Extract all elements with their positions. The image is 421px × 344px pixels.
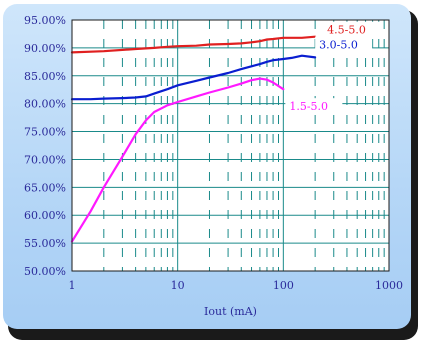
plot-area — [72, 20, 389, 271]
tick-labels: 95.00% 90.00% 85.00% 80.00% 75.00% 70.00% 65.0… — [24, 14, 403, 292]
x-tick-label: 10 — [171, 279, 185, 292]
series-line-3.0-5.0 — [70, 54, 317, 101]
y-tick-label: 65.00% — [24, 181, 66, 194]
series-label-bg — [315, 36, 373, 53]
series-line-4.5-5.0 — [70, 35, 317, 54]
series-lines — [70, 35, 317, 243]
y-tick-label: 55.00% — [24, 237, 66, 250]
y-tick-label: 80.00% — [24, 98, 66, 111]
series-label-bg — [323, 21, 381, 38]
series-labels: 4.5-5.03.0-5.0 1.5-5.0 — [285, 21, 381, 115]
series-label-1.5-5.0: 1.5-5.0 — [289, 100, 328, 113]
y-tick-label: 75.00% — [24, 126, 66, 139]
y-tick-label: 85.00% — [24, 70, 66, 83]
y-tick-label: 50.00% — [24, 265, 66, 278]
x-axis-label: Iout (mA) — [204, 305, 257, 318]
y-tick-label: 95.00% — [24, 14, 66, 27]
y-tick-label: 70.00% — [24, 153, 66, 166]
x-tick-label: 100 — [273, 279, 294, 292]
series-label-4.5-5.0: 4.5-5.0 — [327, 24, 366, 37]
x-tick-label: 1000 — [375, 279, 403, 292]
series-line-1.5-5.0 — [70, 77, 285, 243]
series-label-bg — [285, 98, 343, 115]
y-tick-label: 60.00% — [24, 209, 66, 222]
plot-frame — [71, 19, 390, 272]
y-tick-label: 90.00% — [24, 42, 66, 55]
series-label-3.0-5.0: 3.0-5.0 — [319, 38, 358, 51]
x-tick-label: 1 — [69, 279, 76, 292]
